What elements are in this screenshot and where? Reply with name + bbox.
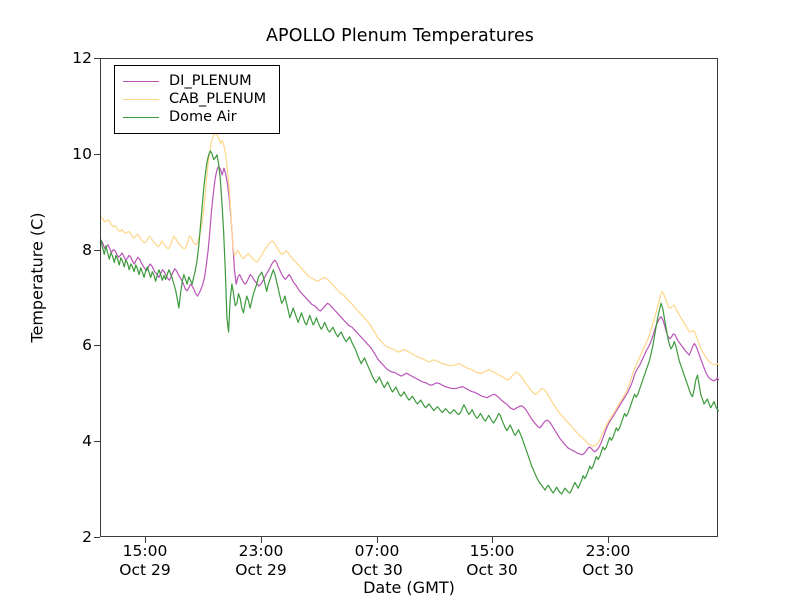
legend-label: Dome Air <box>169 109 237 125</box>
y-tick-label: 6 <box>82 336 92 355</box>
y-tick-mark <box>94 153 100 155</box>
legend-item: Dome Air <box>123 108 271 126</box>
x-tick-mark <box>491 537 493 543</box>
series-line <box>101 150 719 495</box>
chart-title: APOLLO Plenum Temperatures <box>265 26 535 46</box>
legend-color-swatch <box>123 80 159 82</box>
y-tick-label: 8 <box>82 240 92 259</box>
legend-item: DI_PLENUM <box>123 72 271 90</box>
x-tick-label: 23:00 Oct 29 <box>235 542 287 579</box>
legend-color-swatch <box>123 116 159 118</box>
legend-label: DI_PLENUM <box>169 73 252 89</box>
series-line <box>101 165 719 456</box>
series-line <box>101 133 719 447</box>
x-tick-mark <box>144 537 146 543</box>
y-tick-label: 10 <box>72 144 92 163</box>
x-tick-label: 15:00 Oct 30 <box>466 542 518 579</box>
y-tick-mark <box>94 58 100 59</box>
legend-label: CAB_PLENUM <box>169 91 267 107</box>
y-tick-mark <box>94 537 100 538</box>
y-axis-tick-labels: 2 4 6 8 10 12 <box>28 0 92 600</box>
x-tick-label: 23:00 Oct 30 <box>582 542 634 579</box>
legend-color-swatch <box>123 98 159 100</box>
y-tick-mark <box>94 249 100 251</box>
y-tick-label: 2 <box>82 528 92 546</box>
y-tick-label: 12 <box>72 49 92 67</box>
x-axis-label: Date (GMT) <box>363 578 455 597</box>
legend-item: CAB_PLENUM <box>123 90 271 108</box>
series-lines <box>101 133 719 495</box>
x-tick-mark <box>260 537 262 543</box>
x-tick-mark <box>607 537 609 543</box>
x-tick-mark <box>376 537 378 543</box>
plot-area: DI_PLENUM CAB_PLENUM Dome Air <box>100 58 719 537</box>
x-tick-label: 07:00 Oct 30 <box>351 542 403 579</box>
legend: DI_PLENUM CAB_PLENUM Dome Air <box>114 65 280 134</box>
y-tick-mark <box>94 441 100 443</box>
x-tick-label: 15:00 Oct 29 <box>119 542 171 579</box>
y-tick-mark <box>94 345 100 347</box>
y-tick-label: 4 <box>82 432 92 451</box>
